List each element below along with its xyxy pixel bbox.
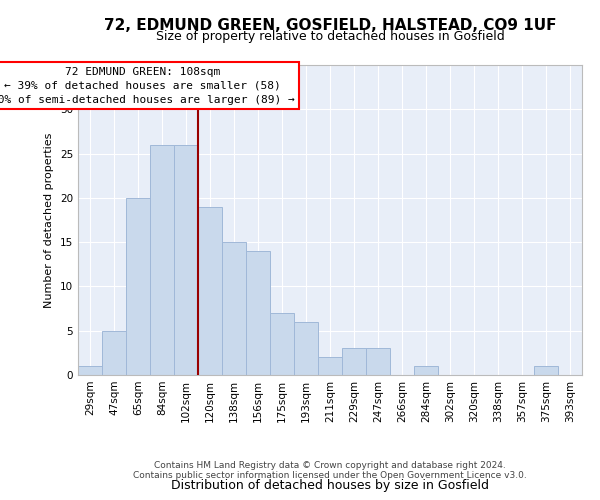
Bar <box>318 358 342 375</box>
Bar <box>174 144 198 375</box>
Text: Contains public sector information licensed under the Open Government Licence v3: Contains public sector information licen… <box>133 471 527 480</box>
Text: 72 EDMUND GREEN: 108sqm
← 39% of detached houses are smaller (58)
60% of semi-de: 72 EDMUND GREEN: 108sqm ← 39% of detache… <box>0 67 295 105</box>
Bar <box>78 366 102 375</box>
Text: 72, EDMUND GREEN, GOSFIELD, HALSTEAD, CO9 1UF: 72, EDMUND GREEN, GOSFIELD, HALSTEAD, CO… <box>104 18 556 32</box>
Text: Size of property relative to detached houses in Gosfield: Size of property relative to detached ho… <box>155 30 505 43</box>
Bar <box>222 242 246 375</box>
Y-axis label: Number of detached properties: Number of detached properties <box>44 132 55 308</box>
Bar <box>246 251 270 375</box>
Bar <box>414 366 438 375</box>
Text: Contains HM Land Registry data © Crown copyright and database right 2024.: Contains HM Land Registry data © Crown c… <box>154 461 506 470</box>
Bar <box>150 144 174 375</box>
Bar <box>102 330 126 375</box>
Bar <box>342 348 366 375</box>
Bar <box>270 313 294 375</box>
Bar <box>126 198 150 375</box>
Text: Distribution of detached houses by size in Gosfield: Distribution of detached houses by size … <box>171 480 489 492</box>
Bar <box>198 206 222 375</box>
Bar <box>294 322 318 375</box>
Bar <box>366 348 390 375</box>
Bar <box>534 366 558 375</box>
